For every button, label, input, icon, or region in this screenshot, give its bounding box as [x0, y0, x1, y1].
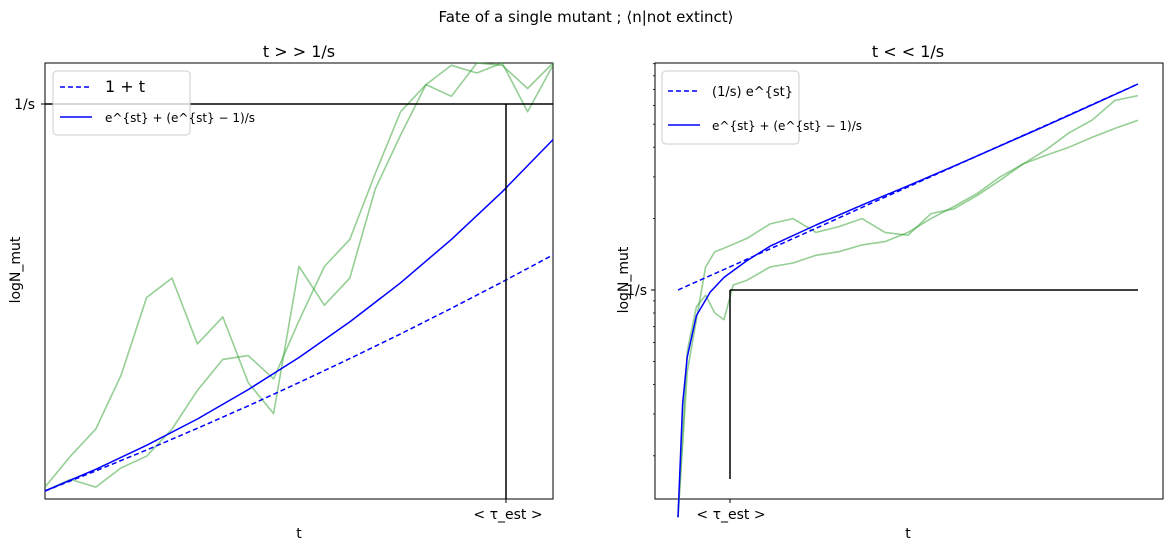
right-series-solid-line	[677, 83, 1139, 518]
left-xlabel: t	[296, 526, 302, 542]
right-trajectory-line-2	[677, 119, 1139, 518]
right-axes-frame	[654, 62, 1164, 500]
left-axes-frame	[44, 62, 554, 500]
right-panel: t < < 1/s 1/s < τ_est > t logN_mut (1/s)…	[616, 42, 1164, 542]
left-legend-label-2: e^{st} + (e^{st} − 1)/s	[105, 111, 255, 125]
right-ylabel: logN_mut	[616, 246, 632, 313]
left-legend-label-1: 1 + t	[105, 77, 145, 96]
right-ytick-label: 1/s	[626, 283, 647, 299]
left-trajectory-line-1	[44, 62, 554, 488]
left-series-dashed-line	[44, 254, 554, 492]
left-ytick-label: 1/s	[14, 97, 35, 113]
left-series-solid-line	[44, 139, 554, 492]
right-legend-label-2: e^{st} + (e^{st} − 1)/s	[712, 119, 862, 133]
right-xlabel: t	[905, 526, 911, 542]
right-legend-label-1: (1/s) e^{st}	[712, 85, 793, 100]
figure-suptitle: Fate of a single mutant ; ⟨n|not extinct…	[439, 8, 734, 26]
left-panel: t > > 1/s 1/s < τ_est > t logN_mut 1 + t…	[8, 42, 554, 542]
right-plot-area	[677, 83, 1139, 518]
right-trajectory-line-1	[677, 94, 1139, 518]
right-legend-box	[661, 70, 800, 145]
left-title: t > > 1/s	[263, 42, 335, 61]
left-trajectory-line-2	[44, 62, 554, 492]
left-plot-area	[44, 62, 554, 492]
right-title: t < < 1/s	[872, 42, 944, 61]
left-xtick-label: < τ_est >	[473, 507, 542, 523]
right-legend: (1/s) e^{st} e^{st} + (e^{st} − 1)/s	[661, 70, 862, 145]
right-minor-ticks	[653, 63, 655, 457]
left-ylabel: logN_mut	[8, 236, 24, 303]
left-legend: 1 + t e^{st} + (e^{st} − 1)/s	[52, 70, 255, 136]
right-xtick-label: < τ_est >	[696, 507, 765, 523]
